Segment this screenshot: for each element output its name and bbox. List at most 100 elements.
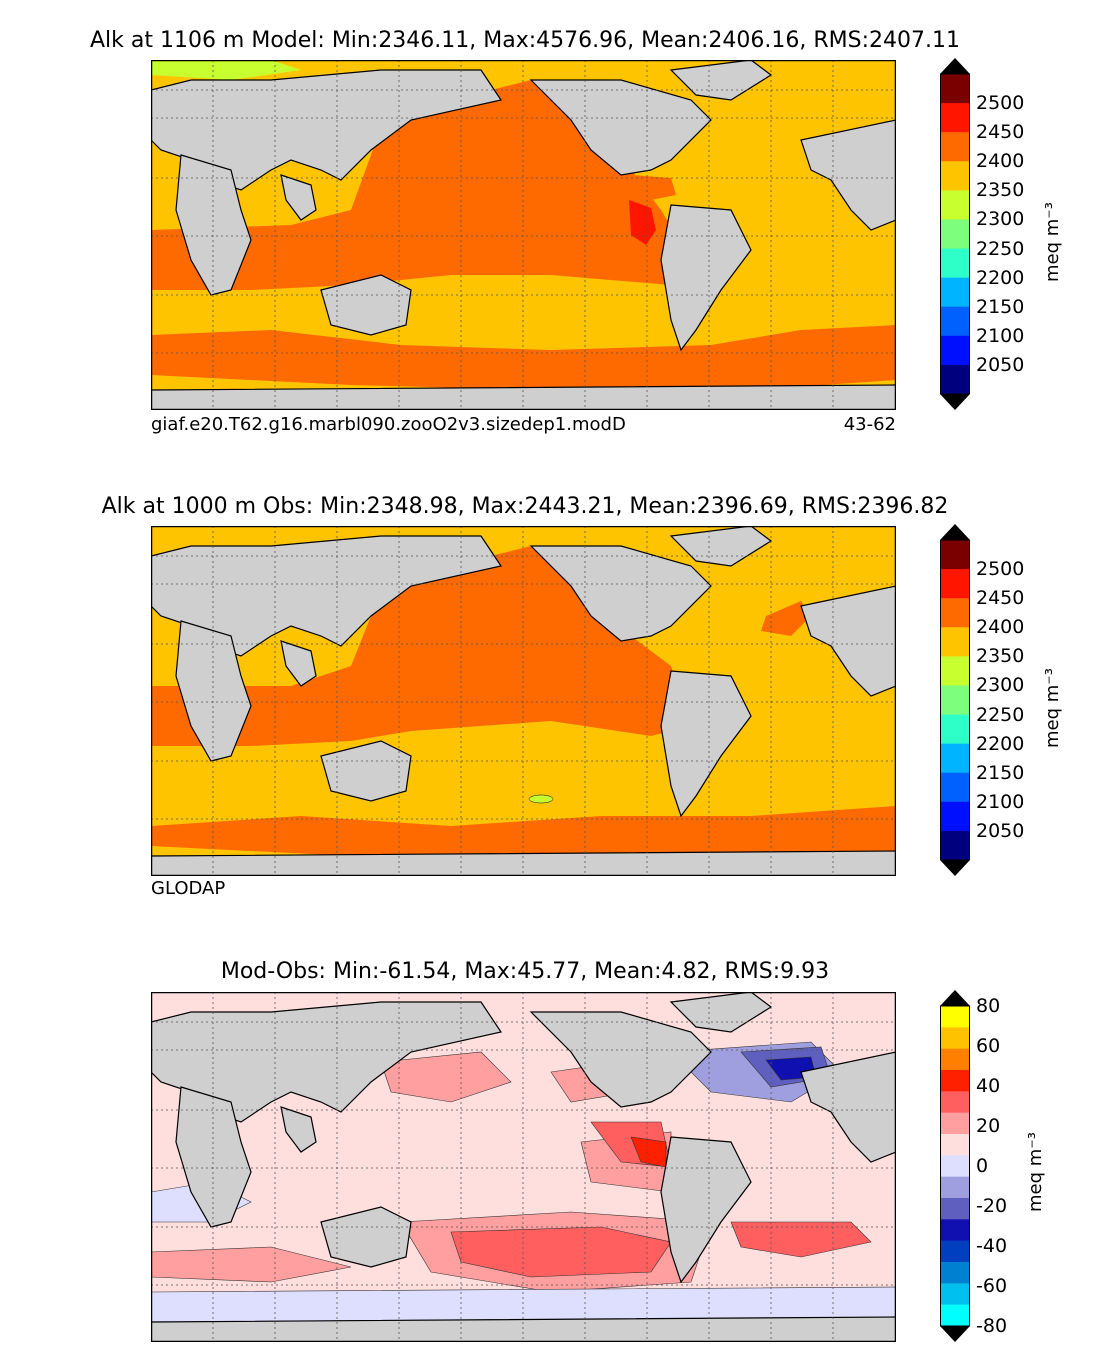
colorbar-segment xyxy=(940,1070,970,1092)
colorbar-tick-label: 2450 xyxy=(976,121,1025,144)
colorbar-tick-label: 2150 xyxy=(976,761,1025,784)
colorbar-tick-label: 80 xyxy=(976,995,1001,1017)
colorbar-segment xyxy=(940,714,970,745)
colorbar-tick-label: 0 xyxy=(976,1155,989,1177)
colorbar-segment xyxy=(940,1219,970,1242)
colorbar-frame xyxy=(940,73,970,395)
colorbar-tick-label: 2350 xyxy=(976,179,1025,202)
colorbar-segment xyxy=(940,1262,970,1284)
atlantic-orange xyxy=(761,601,811,636)
colorbar-extend-bottom xyxy=(940,860,970,876)
colorbar-segment xyxy=(940,1112,970,1135)
panel-title: Alk at 1000 m Obs: Min:2348.98, Max:2443… xyxy=(101,494,949,519)
colorbar-tick-label: 2450 xyxy=(976,587,1025,610)
colorbar-tick-label: -20 xyxy=(976,1195,1008,1217)
land xyxy=(151,992,896,1342)
colorbar-segment xyxy=(940,190,970,220)
colorbar-segment xyxy=(940,1134,970,1156)
colorbar-segment xyxy=(940,103,970,133)
colorbar xyxy=(940,990,970,1342)
graticule xyxy=(151,992,896,1342)
panel-obs: Alk at 1000 m Obs: Min:2348.98, Max:2443… xyxy=(101,494,1063,899)
colorbar-extend-top xyxy=(940,58,970,74)
colorbar-tick-label: 60 xyxy=(976,1035,1001,1057)
colorbar-tick-label: 2050 xyxy=(976,353,1025,376)
colorbar xyxy=(940,58,970,410)
colorbar-tick-label: 2350 xyxy=(976,645,1025,668)
panel-title: Alk at 1106 m Model: Min:2346.11, Max:45… xyxy=(89,28,961,53)
colorbar-extend-top xyxy=(940,524,970,540)
colorbar-tick-label: 40 xyxy=(976,1075,1001,1097)
colorbar-segment xyxy=(940,74,970,104)
obs-map xyxy=(151,526,896,876)
pacific-indian-band xyxy=(151,546,691,746)
colorbar-segment xyxy=(940,161,970,191)
colorbar-tick-label: 20 xyxy=(976,1115,1001,1137)
colorbar-tick-label: 2150 xyxy=(976,295,1025,318)
colorbar-tick-label: 2050 xyxy=(976,819,1025,842)
colorbar-tick-label: -40 xyxy=(976,1235,1008,1257)
colorbar-extend-top xyxy=(940,990,970,1006)
colorbar-segment xyxy=(940,1240,970,1263)
colorbar-segment xyxy=(940,743,970,774)
colorbar-tick-label: 2500 xyxy=(976,92,1025,115)
colorbar-segment xyxy=(940,277,970,308)
colorbar-segment xyxy=(940,656,970,686)
colorbar-segment xyxy=(940,335,970,366)
panel-title: Mod-Obs: Min:-61.54, Max:45.77, Mean:4.8… xyxy=(220,959,830,984)
colorbar-segment xyxy=(940,801,970,832)
colorbar-segment xyxy=(940,132,970,162)
colorbar-tick-label: 2400 xyxy=(976,150,1025,173)
colorbar-frame xyxy=(940,1005,970,1327)
colorbar-tick-label: 2400 xyxy=(976,616,1025,639)
colorbar-segment xyxy=(940,306,970,337)
colorbar-segment xyxy=(940,685,970,716)
land xyxy=(151,526,896,876)
colorbar-tick-label: 2300 xyxy=(976,674,1025,697)
colorbar-tick-label: 2300 xyxy=(976,208,1025,231)
anomaly-contours xyxy=(151,1041,896,1323)
colorbar-extend-bottom xyxy=(940,1326,970,1342)
colorbar-segment xyxy=(940,1283,970,1306)
colorbar-segment xyxy=(940,1176,970,1199)
panel-model: Alk at 1106 m Model: Min:2346.11, Max:45… xyxy=(0,0,1096,460)
colorbar-tick-label: 2500 xyxy=(976,558,1025,581)
colorbar-segment xyxy=(940,248,970,279)
colorbar-tick-label: -60 xyxy=(976,1275,1008,1297)
panama-red xyxy=(629,200,656,245)
arctic-yellowgreen xyxy=(151,60,301,80)
south-pacific-green xyxy=(528,794,554,804)
graticule xyxy=(151,60,896,410)
colorbar-segment xyxy=(940,627,970,657)
colorbar-tick-label: 2100 xyxy=(976,790,1025,813)
model-map xyxy=(151,60,896,410)
pacific-indian-band xyxy=(151,80,691,290)
colorbar-segment xyxy=(940,1091,970,1114)
colorbar-tick-label: 2100 xyxy=(976,324,1025,347)
colorbar-segment xyxy=(940,1155,970,1178)
colorbar-segment xyxy=(940,1027,970,1050)
colorbar-segment xyxy=(940,830,970,861)
caribbean-orange xyxy=(631,175,676,200)
colorbar-tick-label: 2200 xyxy=(976,732,1025,755)
colorbar-tick-label: 2250 xyxy=(976,703,1025,726)
colorbar-segment xyxy=(940,1006,970,1028)
colorbar xyxy=(940,524,970,876)
colorbar-segment xyxy=(940,569,970,599)
colorbar-segment xyxy=(940,598,970,628)
colorbar-unit: meq m⁻³ xyxy=(1025,1131,1046,1212)
colorbar-frame xyxy=(940,539,970,861)
colorbar-tick-label: 2250 xyxy=(976,237,1025,260)
colorbar-segment xyxy=(940,1198,970,1220)
colorbar-segment xyxy=(940,364,970,395)
caption-source: GLODAP xyxy=(151,878,226,899)
colorbar-segment xyxy=(940,772,970,803)
colorbar-tick-label: 2200 xyxy=(976,266,1025,289)
colorbar-segment xyxy=(940,1304,970,1327)
colorbar-extend-bottom xyxy=(940,394,970,410)
colorbar-segment xyxy=(940,219,970,250)
caption-case: giaf.e20.T62.g16.marbl090.zooO2v3.sizede… xyxy=(151,414,626,435)
caption-years: 43-62 xyxy=(843,414,896,435)
diff-map xyxy=(151,992,896,1342)
